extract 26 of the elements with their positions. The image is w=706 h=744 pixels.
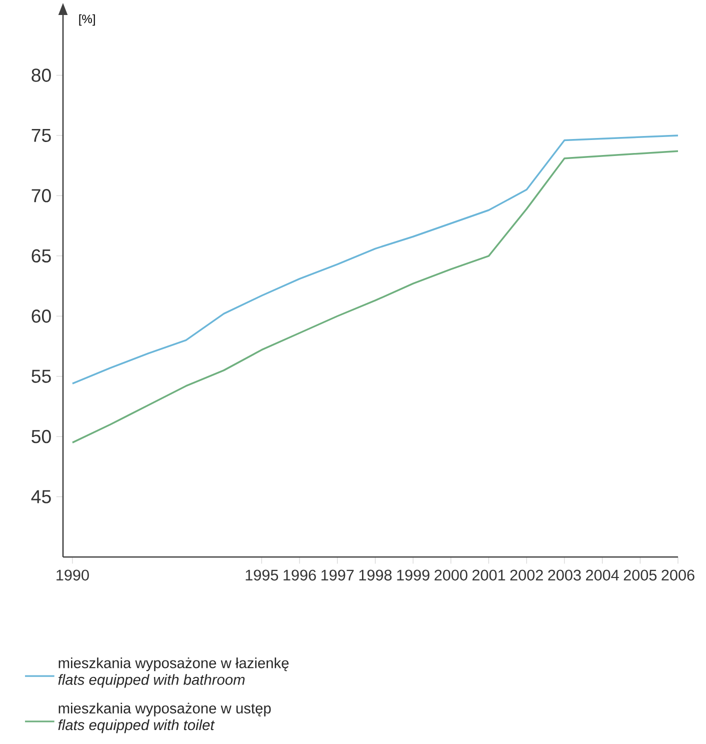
y-tick-label: 80	[32, 68, 51, 82]
x-tick-label: 2001	[472, 570, 506, 581]
y-tick-label: 70	[32, 189, 51, 202]
line-series	[72, 134, 679, 384]
x-tick-label: 1998	[359, 570, 392, 581]
y-tick-label: 60	[32, 309, 51, 323]
x-tick-label: 1996	[284, 570, 316, 581]
legend-label: mieszkania wyposażone w ustęp flats equipped with toilet	[58, 702, 271, 734]
x-tick-label: 2005	[624, 570, 657, 581]
x-tick-label: 1990	[56, 570, 89, 581]
y-tick-label: 55	[32, 370, 51, 383]
x-tick-label: 1995	[246, 570, 278, 581]
y-tick-label: 65	[32, 249, 51, 263]
y-tick-label: 75	[32, 128, 51, 142]
legend-label: mieszkania wyposażone w łazienkę flats equipped with bathroom	[58, 657, 289, 688]
x-tick-label: 2003	[548, 570, 581, 581]
x-tick-label: 2000	[434, 570, 468, 581]
line-series	[72, 150, 679, 444]
x-tick-label: 1997	[322, 570, 354, 581]
y-tick-label: 50	[32, 430, 51, 444]
y-axis-title: [%]	[79, 14, 95, 26]
y-tick-label: 45	[31, 490, 51, 504]
x-tick-label: 1999	[397, 570, 430, 581]
x-tick-label: 2002	[510, 570, 543, 581]
x-tick-label: 2004	[586, 570, 619, 581]
x-tick-label: 2006	[662, 570, 694, 581]
